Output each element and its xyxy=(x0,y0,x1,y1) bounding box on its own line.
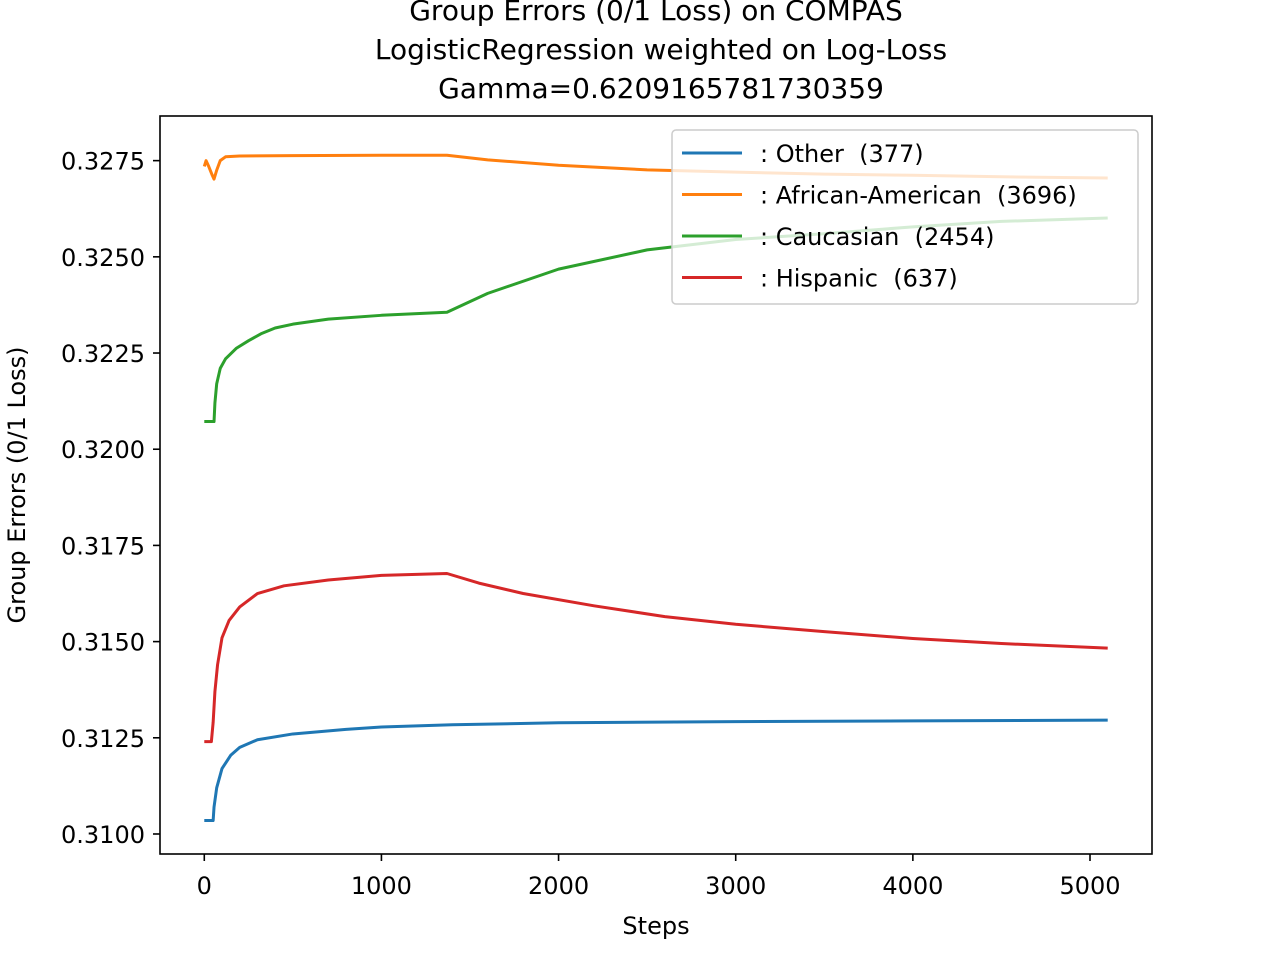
y-tick-label: 0.3100 xyxy=(61,821,145,849)
x-axis-label: Steps xyxy=(622,912,689,940)
chart-title-line-1: Group Errors (0/1 Loss) on COMPAS xyxy=(409,0,903,27)
y-tick-label: 0.3225 xyxy=(61,340,145,368)
x-tick-label: 3000 xyxy=(705,872,766,900)
chart-title-line-3: Gamma=0.6209165781730359 xyxy=(438,72,884,105)
x-tick-label: 4000 xyxy=(882,872,943,900)
y-tick-label: 0.3175 xyxy=(61,532,145,560)
y-axis-label: Group Errors (0/1 Loss) xyxy=(3,347,31,624)
x-tick-label: 0 xyxy=(197,872,212,900)
x-tick-label: 1000 xyxy=(351,872,412,900)
x-tick-label: 5000 xyxy=(1059,872,1120,900)
y-tick-label: 0.3275 xyxy=(61,148,145,176)
legend-label-3: : Hispanic (637) xyxy=(760,265,958,293)
y-tick-label: 0.3150 xyxy=(61,629,145,657)
y-tick-label: 0.3200 xyxy=(61,436,145,464)
x-axis-ticks: 0 1000 2000 3000 4000 5000 xyxy=(197,854,1121,900)
y-tick-label: 0.3125 xyxy=(61,725,145,753)
x-tick-label: 2000 xyxy=(528,872,589,900)
chart-title-line-2: LogisticRegression weighted on Log-Loss xyxy=(375,33,947,66)
legend-label-2: : Caucasian (2454) xyxy=(760,223,994,251)
y-tick-label: 0.3250 xyxy=(61,244,145,272)
legend: : Other (377) : African-American (3696) : … xyxy=(671,129,1139,305)
series-line-3 xyxy=(204,572,1108,744)
series-line-0 xyxy=(204,718,1108,823)
plot-frame xyxy=(159,115,1153,855)
legend-label-1: : African-American (3696) xyxy=(760,182,1077,210)
legend-label-0: : Other (377) xyxy=(760,140,924,168)
legend-box xyxy=(671,129,1139,305)
y-axis-ticks: 0.3100 0.3125 0.3150 0.3175 0.3200 0.3225 0.32… xyxy=(61,148,160,849)
